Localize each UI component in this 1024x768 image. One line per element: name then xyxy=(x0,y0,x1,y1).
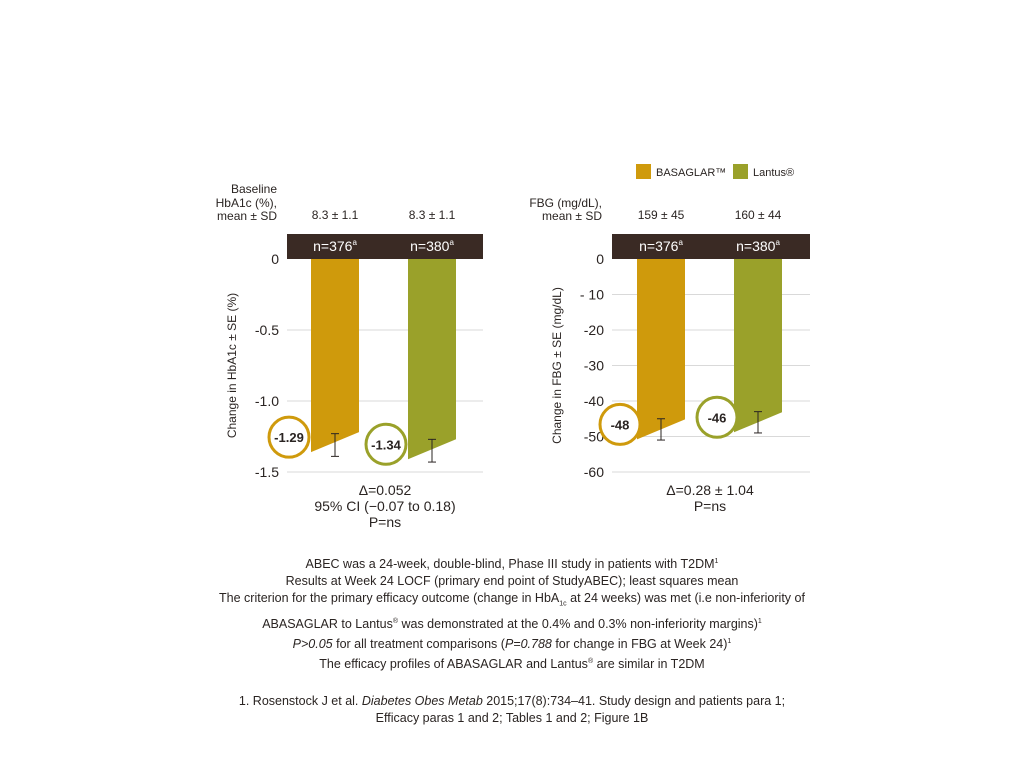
n-label: n=380a xyxy=(736,238,780,254)
baseline-label-line: FBG (mg/dL), xyxy=(529,196,602,210)
legend: BASAGLAR™ Lantus® xyxy=(636,164,794,179)
value-circle xyxy=(695,395,739,439)
legend-label-lantus: Lantus® xyxy=(753,167,794,179)
baseline-label-line: Baseline xyxy=(231,182,277,196)
y-tick-label: 0 xyxy=(596,251,604,267)
stats-line: P=ns xyxy=(369,514,401,530)
y-tick-label: -1.5 xyxy=(255,464,279,480)
y-axis-label: Change in HbA1c ± SE (%) xyxy=(225,293,239,438)
y-tick-label: -1.0 xyxy=(255,393,279,409)
value-circle xyxy=(598,402,642,446)
footnote-study-design: ABEC was a 24-week, double-blind, Phase … xyxy=(305,557,719,572)
footnotes: ABEC was a 24-week, double-blind, Phase … xyxy=(112,553,912,727)
y-tick-label: -60 xyxy=(584,464,604,480)
footnote-margins: ABASAGLAR to Lantus® was demonstrated at… xyxy=(262,616,762,631)
bar-lantus xyxy=(408,259,456,460)
y-tick-label: -20 xyxy=(584,322,604,338)
value-label: -1.34 xyxy=(371,437,401,452)
stats-line: Δ=0.052 xyxy=(359,482,412,498)
n-header-bar xyxy=(287,234,483,259)
baseline-label-line: HbA1c (%), xyxy=(216,196,277,210)
value-label: -48 xyxy=(611,417,630,432)
reference-continued: Efficacy paras 1 and 2; Tables 1 and 2; … xyxy=(375,711,649,726)
stats-line: Δ=0.28 ± 1.04 xyxy=(666,482,754,498)
stats-line: 95% CI (−0.07 to 0.18) xyxy=(314,498,455,514)
y-tick-label: -0.5 xyxy=(255,322,279,338)
y-axis-label: Change in FBG ± SE (mg/dL) xyxy=(550,287,564,444)
y-tick-label: -40 xyxy=(584,393,604,409)
bar-basaglar xyxy=(637,259,685,440)
n-header-bar xyxy=(612,234,810,259)
baseline-value: 8.3 ± 1.1 xyxy=(409,208,456,222)
stats-line: P=ns xyxy=(694,498,726,514)
baseline-value: 8.3 ± 1.1 xyxy=(312,208,359,222)
n-label: n=380a xyxy=(410,238,454,254)
y-tick-label: 0 xyxy=(271,251,279,267)
n-label: n=376a xyxy=(313,238,357,254)
reference: 1. Rosenstock J et al. Diabetes Obes Met… xyxy=(238,694,786,709)
value-circle xyxy=(267,415,311,459)
footnote-criterion: The criterion for the primary efficacy o… xyxy=(219,591,805,608)
legend-swatch-lantus xyxy=(733,164,748,179)
y-tick-label: -30 xyxy=(584,358,604,374)
footnote-p-values: P>0.05 for all treatment comparisons (P=… xyxy=(292,636,732,651)
value-circle xyxy=(364,422,408,466)
value-label: -1.29 xyxy=(274,430,304,445)
baseline-value: 159 ± 45 xyxy=(638,208,685,222)
baseline-value: 160 ± 44 xyxy=(735,208,782,222)
footnote-conclusion: The efficacy profiles of ABASAGLAR and L… xyxy=(319,657,705,672)
legend-label-basaglar: BASAGLAR™ xyxy=(656,167,726,179)
n-label: n=376a xyxy=(639,238,683,254)
legend-swatch-basaglar xyxy=(636,164,651,179)
y-tick-label: -50 xyxy=(584,429,604,445)
bar-basaglar xyxy=(311,259,359,453)
bar-lantus xyxy=(734,259,782,433)
baseline-label-line: mean ± SD xyxy=(542,209,602,223)
baseline-label-line: mean ± SD xyxy=(217,209,277,223)
y-tick-label: - 10 xyxy=(580,287,604,303)
footnote-results: Results at Week 24 LOCF (primary end poi… xyxy=(285,574,739,589)
fbg-chart-panel: FBG (mg/dL),mean ± SD 159 ± 45 160 ± 44 0 - … xyxy=(529,196,810,514)
value-label: -46 xyxy=(708,410,727,425)
